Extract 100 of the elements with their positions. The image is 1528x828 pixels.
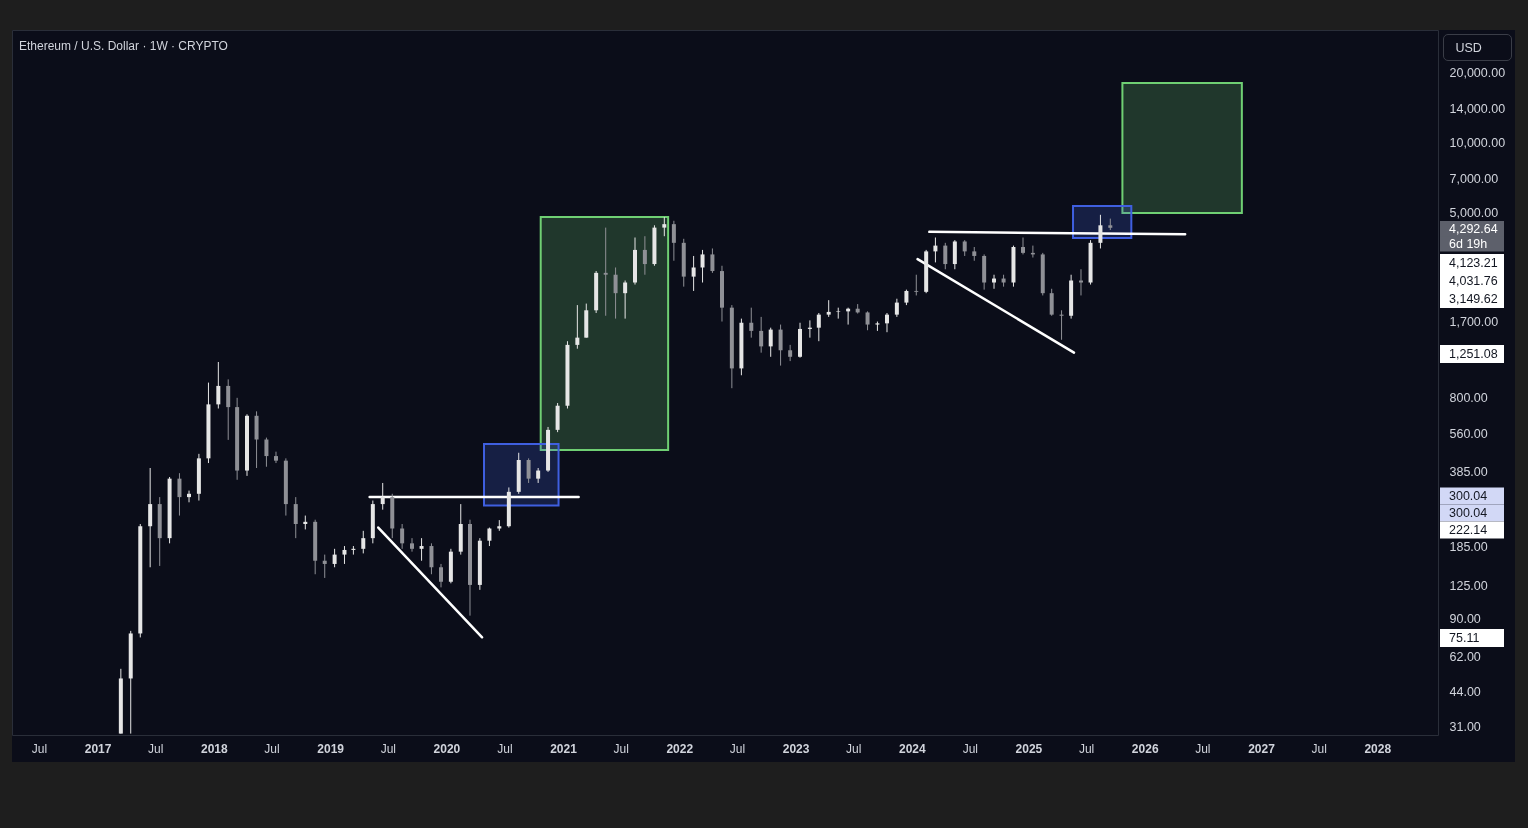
x-tick-label: 2026 <box>1131 741 1159 756</box>
candlestick <box>322 554 327 579</box>
y-tick-label: 20,000.00 <box>1449 65 1506 80</box>
candlestick <box>361 530 366 554</box>
candlestick <box>749 307 754 339</box>
x-tick-label: Jul <box>962 741 978 756</box>
text: 3,149.62 <box>1449 292 1498 306</box>
candlestick <box>778 324 783 367</box>
candlestick <box>429 542 434 575</box>
candlestick <box>992 274 997 290</box>
x-tick-label: Jul <box>1311 741 1327 756</box>
y-tick-label: 62.00 <box>1449 650 1481 665</box>
x-tick-label: 2020 <box>433 741 461 756</box>
y-tick-label: 800.00 <box>1449 391 1488 406</box>
y-axis-title: USD <box>1455 40 1482 55</box>
y-tick-label: 5,000.00 <box>1449 205 1499 220</box>
y-tick-label: 385.00 <box>1449 465 1488 480</box>
candlestick <box>788 344 793 362</box>
candlestick <box>439 563 443 588</box>
x-tick-label: Jul <box>497 741 513 756</box>
text: Ethereum / U.S. Dollar · 1W · CRYPTO <box>19 39 228 53</box>
candlestick <box>254 410 259 469</box>
candlestick <box>148 467 153 568</box>
x-tick-label: Jul <box>148 741 164 756</box>
candlestick <box>1059 309 1064 341</box>
candlestick <box>613 266 618 320</box>
x-tick-label: 2028 <box>1364 741 1392 756</box>
candlestick <box>1021 237 1026 255</box>
x-tick-label: 2025 <box>1015 741 1043 756</box>
candlestick <box>884 312 889 333</box>
y-tick-label: 125.00 <box>1449 579 1488 594</box>
candlestick <box>671 220 676 262</box>
x-tick-label: Jul <box>846 741 862 756</box>
candlestick <box>768 327 773 358</box>
x-tick-label: 2019 <box>317 741 345 756</box>
y-tick-label: 14,000.00 <box>1449 101 1506 116</box>
x-tick-label: Jul <box>264 741 280 756</box>
text: 6d 19h <box>1449 237 1488 251</box>
candlestick <box>419 537 424 562</box>
candlestick <box>410 537 415 553</box>
candlestick <box>226 378 231 441</box>
y-tick-label: 185.00 <box>1449 539 1488 554</box>
candlestick <box>177 472 182 517</box>
x-tick-label: Jul <box>1078 741 1095 756</box>
x-tick-label: 2021 <box>550 741 578 756</box>
text: 1,251.08 <box>1449 347 1498 361</box>
candlestick <box>264 437 269 468</box>
candlestick <box>662 216 667 237</box>
candlestick <box>400 523 405 550</box>
candlestick <box>836 307 841 320</box>
candlestick <box>691 255 696 292</box>
x-tick-label: 2018 <box>201 741 229 756</box>
x-tick-label: Jul <box>613 741 629 756</box>
text: 300.04 <box>1449 489 1488 503</box>
candlestick <box>293 496 298 539</box>
candlestick <box>759 316 764 354</box>
x-tick-label: Jul <box>380 741 396 756</box>
x-tick-label: Jul <box>729 741 746 756</box>
text: 75.11 <box>1449 631 1480 645</box>
candlestick <box>914 274 919 296</box>
candlestick <box>710 247 715 274</box>
y-tick-label: 10,000.00 <box>1449 135 1506 150</box>
y-tick-label: 7,000.00 <box>1449 171 1499 186</box>
x-tick-label: 2027 <box>1248 741 1276 756</box>
text: 300.04 <box>1449 506 1488 520</box>
candlestick <box>894 298 899 318</box>
candlestick <box>952 239 957 270</box>
candlestick <box>642 235 647 276</box>
y-tick-label: 90.00 <box>1449 612 1481 627</box>
x-tick-label: Jul <box>31 741 48 756</box>
candlestick <box>1098 214 1103 249</box>
x-tick-label: 2022 <box>666 741 694 756</box>
x-tick-label: 2023 <box>782 741 810 756</box>
candlestick <box>943 242 948 270</box>
y-tick-label: 31.00 <box>1449 720 1481 735</box>
candlestick <box>526 457 531 484</box>
candlestick <box>216 361 221 409</box>
y-tick-label: 1,700.00 <box>1449 315 1499 330</box>
candlestick <box>623 280 628 320</box>
text: 4,292.64 <box>1449 222 1498 236</box>
candlestick <box>380 482 385 511</box>
x-tick-label: 2017 <box>84 741 112 756</box>
text: 222.14 <box>1449 523 1488 537</box>
candlestick <box>700 249 705 284</box>
candlestick <box>575 304 580 350</box>
candlestick <box>865 310 870 331</box>
text: 4,123.21 <box>1449 256 1498 270</box>
candlestick <box>1078 268 1083 296</box>
candlestick <box>603 227 608 317</box>
text: 4,031.76 <box>1449 274 1498 288</box>
candlestick <box>273 451 278 464</box>
x-tick-label: Jul <box>1195 741 1211 756</box>
candlestick <box>1049 288 1054 317</box>
x-tick-label: 2024 <box>898 741 927 756</box>
y-tick-label: 560.00 <box>1449 427 1488 442</box>
y-tick-label: 44.00 <box>1449 684 1481 699</box>
candlestick <box>487 527 492 547</box>
candlestick <box>816 312 821 342</box>
candlestick <box>187 490 192 503</box>
candlestick <box>332 548 337 568</box>
